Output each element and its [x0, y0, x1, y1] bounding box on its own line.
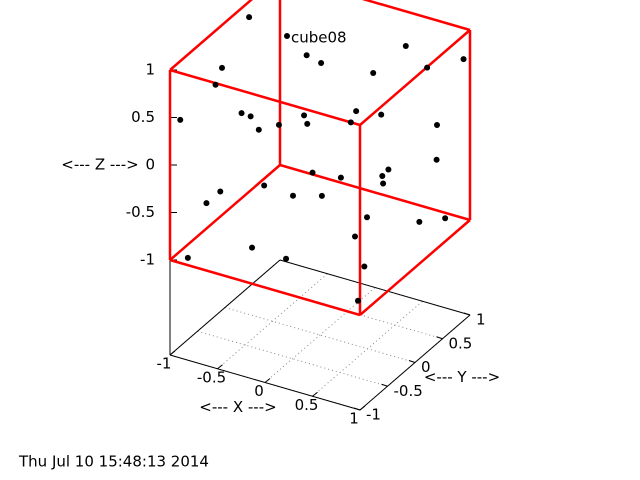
box-edge — [361, 0, 471, 32]
point — [434, 122, 440, 128]
point — [379, 173, 386, 179]
point — [442, 215, 449, 222]
point — [433, 156, 440, 163]
grid-line — [217, 273, 328, 370]
tick-mark — [353, 407, 361, 411]
point — [212, 81, 219, 88]
point — [275, 121, 282, 128]
point — [318, 192, 325, 199]
point — [347, 119, 354, 126]
point — [303, 52, 310, 59]
point — [290, 192, 296, 199]
box-edge — [169, 258, 361, 317]
point — [361, 263, 368, 270]
z-axis-label: <--- Z ---> — [61, 156, 138, 174]
tick-mark — [436, 336, 443, 340]
x-tick-label: -1 — [157, 355, 172, 373]
axis-line — [279, 259, 471, 316]
tick-mark — [381, 383, 388, 387]
z-tick-label: -1 — [140, 251, 155, 269]
point — [255, 126, 262, 133]
point — [352, 233, 358, 240]
axis-line — [169, 259, 281, 356]
point — [247, 113, 254, 120]
box-edge — [169, 0, 253, 71]
point — [380, 180, 387, 187]
tick-mark — [463, 312, 471, 316]
legend-marker — [284, 33, 290, 39]
box-edge — [359, 219, 471, 316]
x-tick-label: 1 — [349, 410, 359, 428]
point — [219, 64, 225, 71]
point — [249, 244, 256, 251]
tick-mark — [264, 378, 271, 383]
point — [353, 108, 360, 115]
box-edge — [359, 29, 471, 126]
x-tick-label: 0.5 — [295, 396, 319, 414]
point — [261, 182, 268, 189]
point — [301, 112, 308, 119]
point — [203, 200, 210, 207]
point — [424, 64, 431, 71]
point — [337, 174, 344, 181]
point — [283, 255, 290, 262]
grid-line — [264, 287, 376, 383]
legend-label: cube08 — [291, 29, 347, 47]
x-axis-label: <--- X ---> — [199, 398, 276, 416]
point — [385, 166, 392, 173]
y-axis-label: <--- Y ---> — [424, 368, 500, 386]
plot: -1-0.500.51 -1-0.500.51-1-0.500.51<--- X … — [61, 0, 500, 428]
point — [416, 218, 423, 225]
y-tick-label: -1 — [366, 406, 381, 424]
x-tick-label: -0.5 — [197, 368, 226, 386]
point — [304, 120, 311, 127]
tick-mark — [408, 360, 416, 363]
tick-mark — [359, 405, 366, 411]
grid-line — [224, 307, 416, 363]
y-tick-label: 0 — [421, 358, 431, 376]
z-tick-label: -0.5 — [126, 203, 155, 221]
point — [318, 59, 325, 66]
point — [184, 254, 191, 261]
point — [217, 188, 224, 195]
point — [370, 70, 377, 76]
y-tick-label: -0.5 — [394, 382, 423, 400]
grid-line — [197, 330, 388, 387]
tick-mark — [169, 350, 176, 356]
point — [246, 14, 253, 21]
point — [364, 214, 370, 221]
point — [402, 42, 409, 49]
point — [309, 169, 316, 176]
y-tick-label: 1 — [476, 311, 486, 329]
box-edge — [169, 68, 361, 127]
point — [177, 116, 184, 123]
point — [238, 110, 245, 117]
z-tick-label: 0.5 — [131, 108, 155, 126]
box-edge — [169, 164, 281, 261]
point — [378, 111, 385, 118]
tick-mark — [312, 391, 318, 397]
point — [460, 56, 467, 63]
tick-mark — [217, 364, 223, 370]
point — [355, 297, 361, 304]
x-tick-label: 0 — [254, 382, 264, 400]
y-tick-label: 0.5 — [449, 334, 473, 352]
z-tick-label: 0 — [145, 156, 155, 174]
timestamp: Thu Jul 10 15:48:13 2014 — [18, 453, 209, 471]
z-tick-label: 1 — [145, 61, 155, 79]
